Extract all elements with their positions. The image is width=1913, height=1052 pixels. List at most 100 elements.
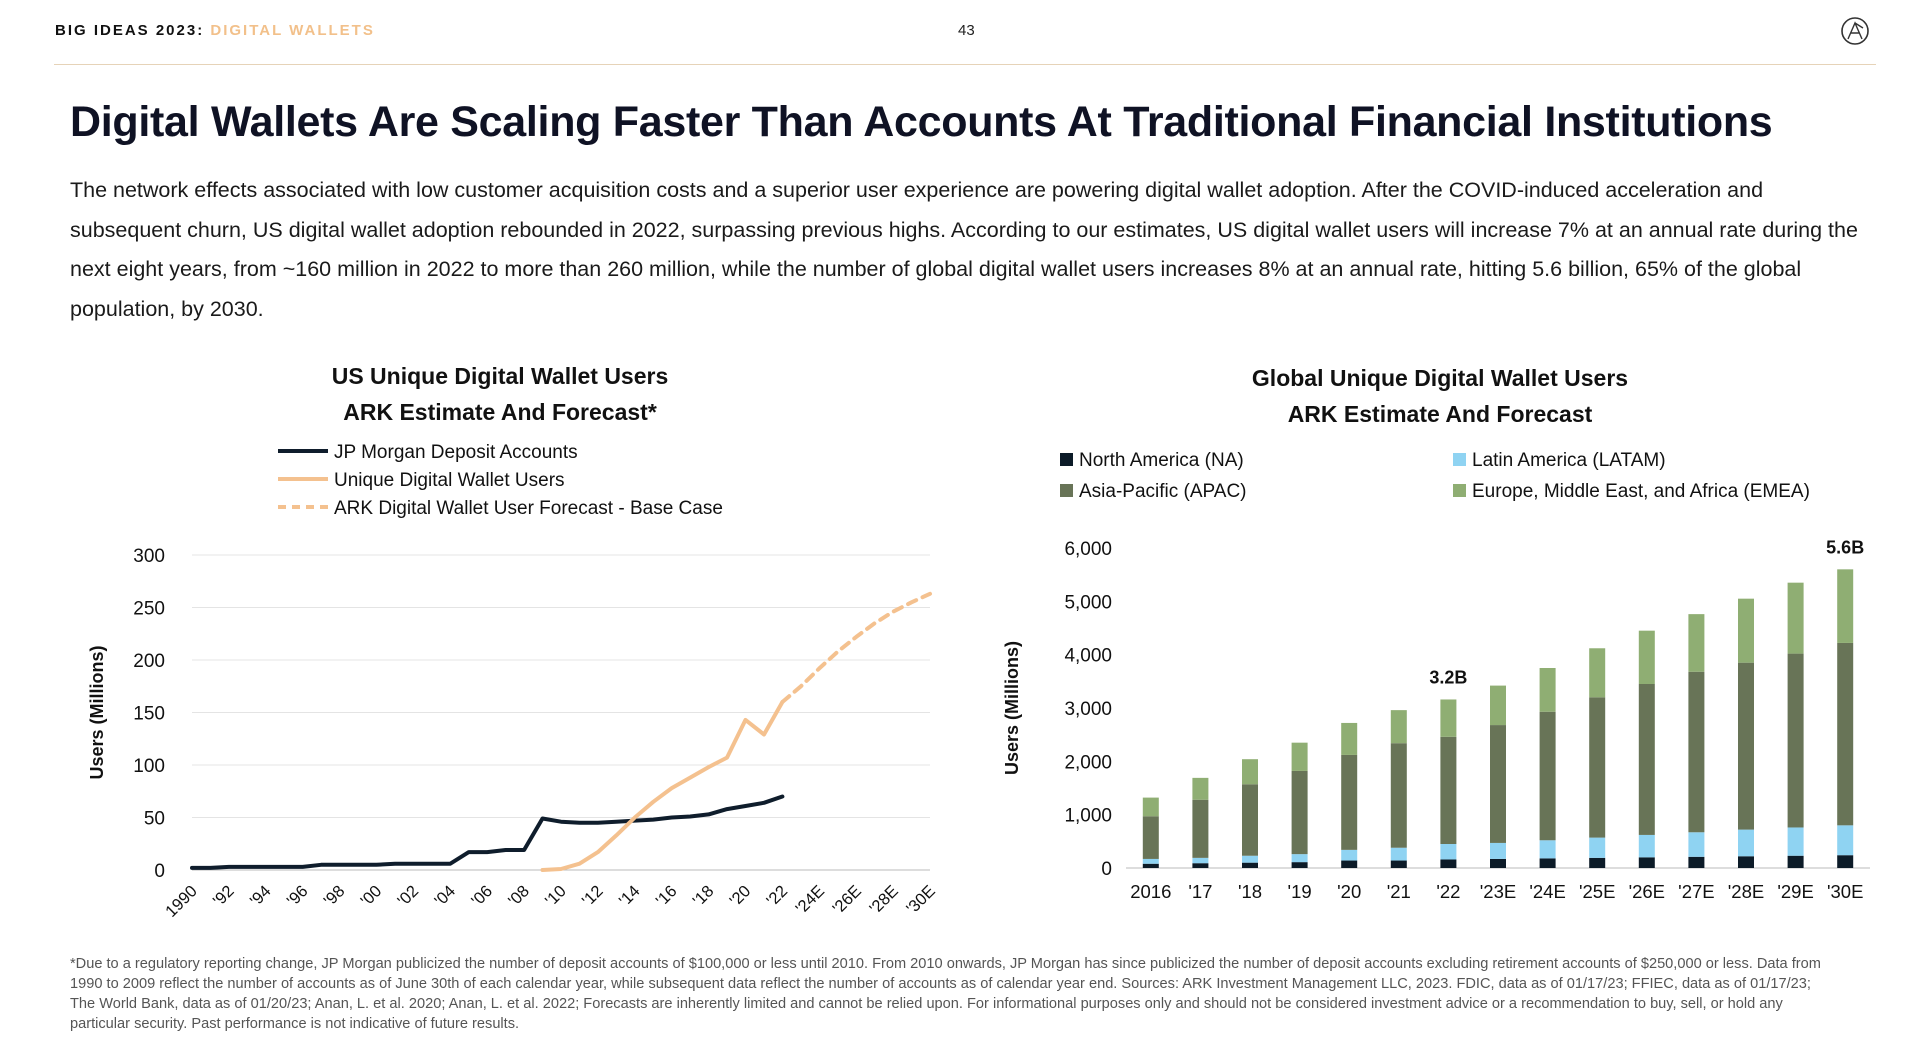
x-tick-label: '96: [284, 882, 312, 910]
x-tick-label: '08: [505, 882, 533, 910]
x-tick-label: '92: [210, 882, 238, 910]
bar-segment-latam: [1440, 844, 1457, 860]
bar-segment-emea: [1688, 614, 1705, 672]
bar-segment-latam: [1291, 854, 1308, 863]
bar-segment-emea: [1837, 569, 1854, 643]
bar-total-label: 3.2B: [1429, 667, 1467, 687]
footnote: *Due to a regulatory reporting change, J…: [70, 956, 1821, 1032]
bar-segment-apac: [1638, 684, 1655, 835]
legend-label: Latin America (LATAM): [1472, 450, 1666, 471]
page-number: 43: [958, 22, 975, 39]
bar-segment-apac: [1192, 799, 1209, 858]
x-tick-label: '24E: [792, 882, 828, 918]
bar-segment-latam: [1787, 827, 1804, 856]
bar-segment-latam: [1490, 842, 1506, 859]
x-tick-label: '14: [616, 882, 644, 910]
legend-label: Unique Digital Wallet Users: [334, 470, 565, 491]
x-tick-label: '18: [1238, 881, 1262, 902]
bar-segment-latam: [1837, 825, 1854, 856]
bar-segment-emea: [1490, 685, 1506, 726]
bar-segment-na: [1390, 860, 1407, 868]
bar-segment-na: [1490, 858, 1506, 868]
header-series: BIG IDEAS 2023: DIGITAL WALLETS: [55, 22, 375, 39]
x-tick-label: '28E: [866, 882, 902, 918]
bar-segment-emea: [1539, 668, 1556, 712]
y-tick-label: 2,000: [1064, 752, 1112, 773]
header-topic-label: DIGITAL WALLETS: [210, 22, 375, 39]
bar-segment-latam: [1192, 857, 1209, 864]
y-tick-label: 0: [1101, 859, 1112, 880]
bar-segment-apac: [1242, 784, 1258, 856]
header-series-label: BIG IDEAS 2023:: [55, 22, 205, 39]
global-chart-subtitle: ARK Estimate And Forecast: [1287, 401, 1593, 427]
bar-segment-na: [1192, 863, 1209, 868]
bar-segment-na: [1688, 856, 1705, 868]
bar-segment-na: [1341, 860, 1358, 868]
bar-segment-latam: [1341, 849, 1358, 861]
x-tick-label: '24E: [1529, 881, 1565, 902]
x-tick-label: '20: [726, 882, 754, 910]
y-axis-label: Users (Millions): [1002, 641, 1022, 775]
page-title: Digital Wallets Are Scaling Faster Than …: [70, 98, 1773, 146]
bar-segment-latam: [1589, 837, 1606, 858]
y-tick-label: 100: [133, 756, 165, 777]
legend-label: ARK Digital Wallet User Forecast - Base …: [334, 498, 723, 519]
bar-segment-emea: [1440, 699, 1457, 737]
y-tick-label: 50: [144, 809, 165, 830]
bar-segment-latam: [1688, 832, 1705, 857]
bar-segment-apac: [1490, 725, 1506, 843]
bar-segment-apac: [1688, 671, 1705, 833]
y-tick-label: 5,000: [1064, 592, 1112, 613]
y-tick-label: 3,000: [1064, 699, 1112, 720]
bar-segment-emea: [1242, 759, 1258, 785]
x-tick-label: '30E: [903, 882, 939, 918]
x-tick-label: '00: [357, 882, 385, 910]
x-tick-label: '22: [1436, 881, 1460, 902]
bar-total-label: 5.6B: [1826, 537, 1864, 557]
legend-swatch: [1060, 453, 1073, 466]
x-tick-label: '17: [1188, 881, 1212, 902]
bar-segment-na: [1142, 863, 1159, 868]
bar-segment-latam: [1539, 840, 1556, 859]
x-tick-label: '26E: [829, 882, 865, 918]
x-tick-label: '27E: [1678, 881, 1714, 902]
digital-wallet-users-line: [540, 700, 785, 872]
bar-segment-latam: [1738, 829, 1754, 857]
y-tick-label: 1,000: [1064, 806, 1112, 827]
bar-segment-apac: [1589, 697, 1606, 838]
bar-segment-na: [1539, 858, 1556, 868]
bar-segment-apac: [1341, 754, 1358, 850]
legend-label: Asia-Pacific (APAC): [1079, 481, 1247, 502]
bar-segment-na: [1242, 862, 1258, 868]
bar-segment-emea: [1589, 648, 1606, 698]
bar-segment-apac: [1291, 770, 1308, 855]
x-tick-label: '22: [763, 882, 791, 910]
x-tick-label: '19: [1288, 881, 1312, 902]
bar-segment-apac: [1390, 743, 1407, 848]
ark-logo-icon: [1841, 17, 1869, 45]
bar-segment-apac: [1539, 711, 1556, 841]
bar-segment-emea: [1192, 777, 1209, 800]
bar-segment-emea: [1142, 797, 1159, 817]
x-tick-label: '12: [579, 882, 607, 910]
x-tick-label: '04: [431, 882, 459, 910]
global-chart-title: Global Unique Digital Wallet Users ARK E…: [1200, 360, 1680, 432]
y-tick-label: 6,000: [1064, 539, 1112, 560]
legend-label: North America (NA): [1079, 450, 1244, 471]
bar-segment-na: [1440, 859, 1457, 868]
bar-segment-latam: [1142, 858, 1159, 864]
bar-segment-na: [1589, 857, 1606, 868]
us-chart-title: US Unique Digital Wallet Users ARK Estim…: [260, 358, 740, 430]
bar-segment-na: [1837, 855, 1854, 868]
bar-segment-apac: [1440, 736, 1457, 844]
bar-segment-latam: [1242, 855, 1258, 863]
x-tick-label: '26E: [1629, 881, 1665, 902]
bar-segment-latam: [1638, 834, 1655, 858]
x-tick-label: '16: [653, 882, 681, 910]
x-tick-label: '10: [542, 882, 570, 910]
bar-segment-emea: [1341, 722, 1358, 755]
bar-segment-emea: [1638, 630, 1655, 684]
x-tick-label: '06: [468, 882, 496, 910]
legend-label: Europe, Middle East, and Africa (EMEA): [1472, 481, 1810, 502]
x-tick-label: '28E: [1728, 881, 1764, 902]
